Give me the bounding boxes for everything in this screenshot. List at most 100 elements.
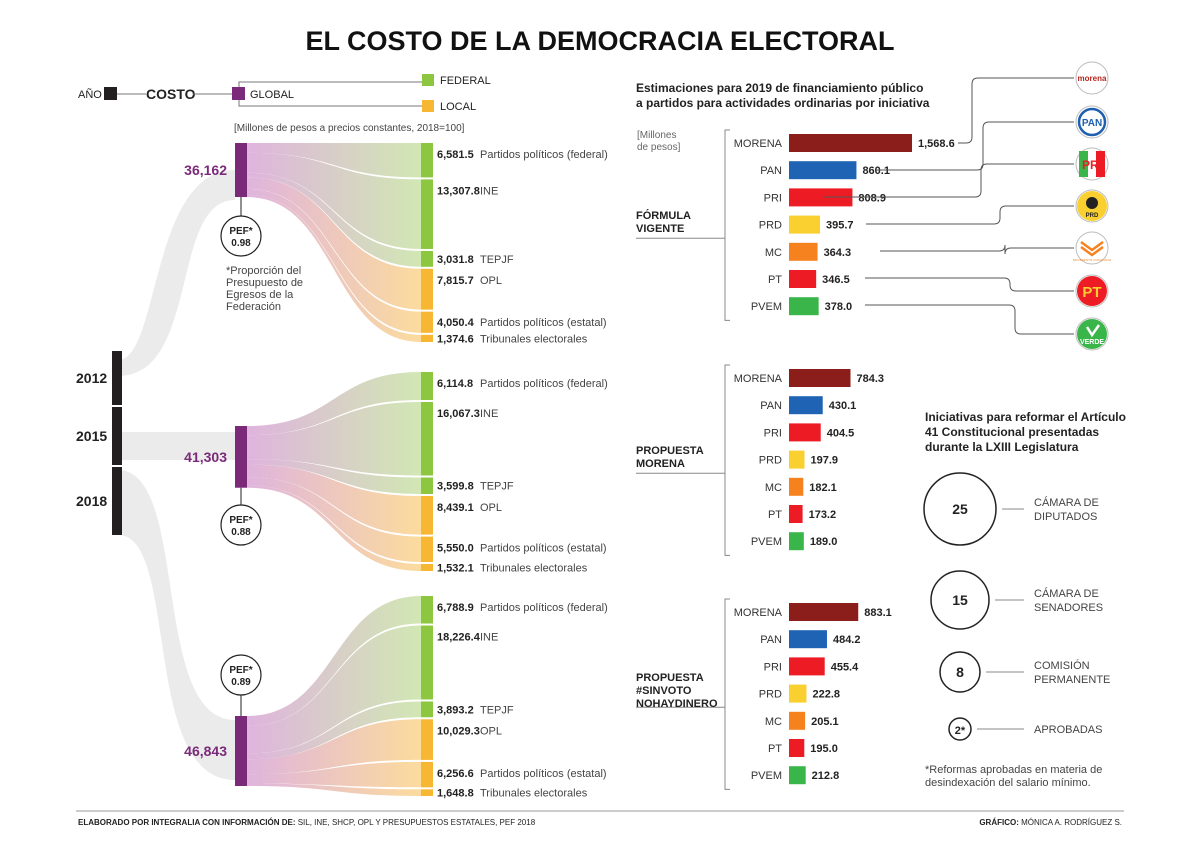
bar-category-0-4: MC bbox=[765, 247, 782, 259]
bar-category-1-2: PRI bbox=[764, 427, 782, 439]
bars-unit-line: de pesos] bbox=[637, 142, 681, 153]
bar-value-1-4: 182.1 bbox=[809, 482, 837, 494]
bar-value-0-6: 378.0 bbox=[825, 301, 853, 313]
initiatives-footnote-line: desindexación del salario mínimo. bbox=[925, 777, 1091, 789]
sankey-node-2018-2 bbox=[421, 701, 433, 718]
flow-value-2018-3: 10,029.3 bbox=[437, 725, 480, 737]
flow-value-2018-5: 1,648.8 bbox=[437, 788, 474, 800]
bars-title-line: a partidos para actividades ordinarias p… bbox=[636, 96, 930, 110]
bar-category-2-5: PT bbox=[768, 743, 782, 755]
footer-source-bold: ELABORADO POR INTEGRALIA CON INFORMACIÓN… bbox=[78, 818, 295, 827]
logo-connector-PRD bbox=[866, 205, 1074, 225]
bar-0-6 bbox=[789, 297, 819, 316]
pef-circle-2018 bbox=[220, 654, 262, 696]
verde-logo: VERDE bbox=[1080, 339, 1104, 346]
bar-value-2-4: 205.1 bbox=[811, 716, 839, 728]
bar-1-4 bbox=[789, 477, 804, 496]
sankey-node-2018-5 bbox=[421, 789, 433, 796]
flow-value-2012-4: 4,050.4 bbox=[437, 317, 475, 329]
sankey-node-2012-0 bbox=[421, 143, 433, 178]
year-bar-2015 bbox=[112, 407, 122, 465]
bar-category-1-4: MC bbox=[765, 482, 782, 494]
prd-logo: PRD bbox=[1086, 213, 1099, 219]
initiative-value-0: 25 bbox=[952, 501, 968, 517]
pef-label-2015: PEF* bbox=[229, 515, 252, 526]
flow-value-2015-4: 5,550.0 bbox=[437, 543, 474, 555]
flow-label-2018-4: Partidos políticos (estatal) bbox=[480, 768, 607, 780]
logo-connector-PAN bbox=[876, 121, 1074, 171]
initiative-label-2: PERMANENTE bbox=[1034, 674, 1110, 686]
footer-credit-text: MÓNICA A. RODRÍGUEZ S. bbox=[1019, 818, 1122, 827]
legend-cost-label: COSTO bbox=[146, 86, 196, 102]
legend-connector bbox=[238, 100, 422, 107]
initiative-value-3: 2* bbox=[955, 725, 966, 737]
mc-logo-eagle bbox=[1080, 240, 1104, 257]
sankey-node-2012-4 bbox=[421, 311, 433, 333]
sankey-node-2018-0 bbox=[421, 596, 433, 624]
bar-value-0-2: 808.9 bbox=[858, 192, 886, 204]
flow-label-2012-4: Partidos políticos (estatal) bbox=[480, 317, 607, 329]
bar-category-2-4: MC bbox=[765, 716, 782, 728]
group-name-line: MORENA bbox=[636, 458, 685, 470]
initiatives-title-line: Iniciativas para reformar el Artículo bbox=[925, 410, 1126, 424]
flow-value-2012-0: 6,581.5 bbox=[437, 149, 474, 161]
pef-footnote-line: *Proporción del bbox=[226, 265, 301, 277]
group-bracket bbox=[724, 598, 730, 790]
sankey-node-2012-1 bbox=[421, 179, 433, 249]
bar-0-1 bbox=[789, 161, 857, 180]
flow-label-2015-3: OPL bbox=[480, 502, 502, 514]
flow-label-2015-2: TEPJF bbox=[480, 481, 514, 493]
sankey-flow-2018-4 bbox=[247, 761, 421, 788]
flow-value-2018-2: 3,893.2 bbox=[437, 704, 474, 716]
flow-label-2015-0: Partidos políticos (federal) bbox=[480, 378, 608, 390]
flow-value-2015-5: 1,532.1 bbox=[437, 562, 474, 574]
pan-logo-ring bbox=[1077, 107, 1107, 137]
sankey-flow-2012-2 bbox=[247, 172, 421, 267]
legend-year-swatch bbox=[104, 87, 117, 100]
bar-0-4 bbox=[789, 242, 818, 261]
sankey-flow-2012-5 bbox=[247, 194, 421, 342]
bar-category-2-2: PRI bbox=[764, 661, 782, 673]
sankey-flow-2012-4 bbox=[247, 188, 421, 333]
legend-federal-swatch bbox=[422, 74, 434, 86]
sankey-flow-2012-1 bbox=[247, 152, 421, 249]
legend-global-label: GLOBAL bbox=[250, 89, 294, 101]
flow-value-2012-1: 13,307.8 bbox=[437, 185, 480, 197]
verde-logo-check bbox=[1085, 324, 1101, 338]
sankey-flow-2015-3 bbox=[247, 464, 421, 535]
sankey-node-2015-3 bbox=[421, 495, 433, 535]
group-bracket bbox=[724, 364, 730, 556]
bar-value-1-2: 404.5 bbox=[827, 427, 855, 439]
bar-value-2-3: 222.8 bbox=[812, 689, 840, 701]
pef-footnote-line: Federación bbox=[226, 301, 281, 313]
bar-category-1-6: PVEM bbox=[751, 536, 782, 548]
global-value-2018: 46,843 bbox=[184, 743, 227, 759]
bar-charts: Estimaciones para 2019 de financiamiento… bbox=[636, 81, 955, 790]
bar-category-0-0: MORENA bbox=[734, 138, 783, 150]
bar-value-0-5: 346.5 bbox=[822, 274, 850, 286]
logo-connector-VERDE bbox=[865, 304, 1074, 335]
footer-source: ELABORADO POR INTEGRALIA CON INFORMACIÓN… bbox=[78, 818, 536, 827]
bar-1-2 bbox=[789, 423, 821, 442]
sankey-node-2015-2 bbox=[421, 477, 433, 494]
morena-logo: morena bbox=[1078, 74, 1107, 83]
year-trunk: 2012 2015 2018 bbox=[76, 170, 235, 780]
bar-2-6 bbox=[789, 766, 806, 785]
group-name-line: VIGENTE bbox=[636, 223, 684, 235]
initiative-circle-1 bbox=[930, 570, 990, 630]
flow-value-2015-0: 6,114.8 bbox=[437, 378, 473, 390]
bar-category-2-6: PVEM bbox=[751, 770, 782, 782]
sankey-chart: 6,581.5 Partidos políticos (federal) 13,30… bbox=[184, 143, 608, 800]
bar-value-0-4: 364.3 bbox=[824, 247, 852, 259]
pef-circle-2015 bbox=[220, 504, 262, 546]
initiatives-title-line: durante la LXIII Legislatura bbox=[925, 440, 1079, 454]
flow-label-2012-1: INE bbox=[480, 185, 498, 197]
bar-2-4 bbox=[789, 711, 806, 730]
logo-connector-MC bbox=[880, 244, 1074, 255]
bar-category-0-2: PRI bbox=[764, 192, 782, 204]
sankey-flow-2012-3 bbox=[247, 177, 421, 310]
bar-value-1-3: 197.9 bbox=[811, 455, 839, 467]
initiative-label-1: SENADORES bbox=[1034, 602, 1103, 614]
bar-2-3 bbox=[789, 684, 807, 703]
bar-value-0-0: 1,568.6 bbox=[918, 138, 955, 150]
